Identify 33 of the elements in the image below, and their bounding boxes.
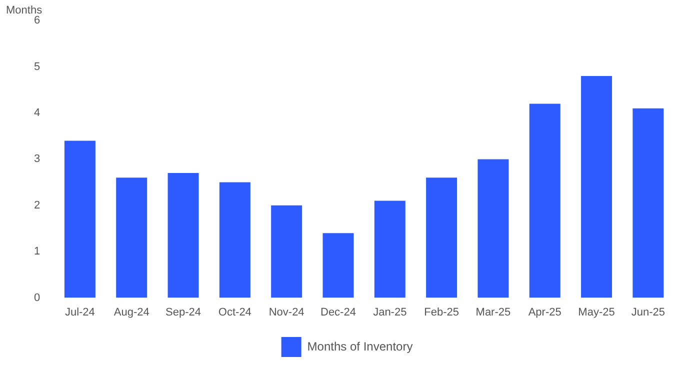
x-tick-label: Jul-24 — [64, 306, 95, 318]
y-tick-label: 1 — [34, 246, 40, 258]
x-tick-label: Apr-25 — [528, 306, 562, 318]
x-tick-label: Jun-25 — [631, 306, 665, 318]
bar — [529, 104, 560, 298]
bar — [322, 233, 354, 298]
bar — [426, 178, 458, 298]
x-tick-label: Sep-24 — [166, 306, 201, 318]
bar — [64, 140, 96, 298]
y-tick-label: 5 — [34, 60, 40, 73]
x-tick-label: Feb-25 — [424, 306, 459, 318]
x-tick-label: Jan-25 — [373, 306, 407, 318]
bar — [374, 200, 406, 298]
legend-label: Months of Inventory — [307, 339, 413, 354]
x-tick-label: Oct-24 — [218, 306, 252, 318]
bar — [478, 159, 509, 298]
x-tick-label: Aug-24 — [114, 306, 150, 318]
bar — [271, 205, 302, 298]
y-tick-label: 3 — [34, 153, 40, 166]
y-tick-label: 6 — [34, 14, 40, 27]
y-tick-label: 4 — [34, 107, 40, 120]
bar — [219, 182, 250, 298]
y-tick-label: 0 — [34, 292, 40, 304]
y-tick-label: 2 — [34, 199, 40, 212]
x-tick-label: Mar-25 — [476, 306, 511, 318]
bar — [168, 173, 199, 298]
bar — [581, 76, 612, 298]
bar — [116, 178, 148, 298]
x-tick-label: Nov-24 — [268, 306, 304, 318]
x-tick-label: Dec-24 — [320, 306, 356, 318]
y-axis-title: Months — [6, 4, 43, 17]
bar — [632, 108, 664, 298]
x-tick-label: May-25 — [578, 306, 615, 318]
